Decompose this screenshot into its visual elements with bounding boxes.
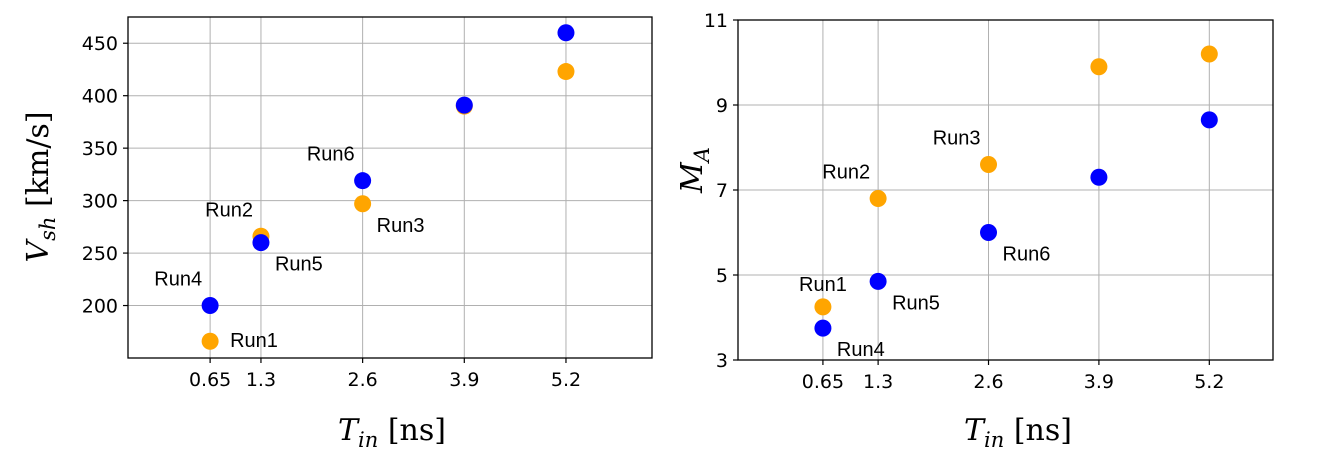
y-tick-label: 400 [82, 86, 118, 108]
y-tick-label: 200 [82, 296, 118, 318]
point-annotation: Run2 [205, 199, 253, 221]
point-annotation: Run6 [1003, 244, 1051, 266]
point-annotation: Run4 [154, 269, 202, 291]
x-tick-label: 2.6 [348, 369, 378, 391]
y-tick-label: 3 [716, 350, 728, 372]
point-annotation: Run5 [275, 254, 323, 276]
x-axis-label-subscript: in [984, 428, 1004, 452]
y-tick-label: 250 [82, 243, 118, 265]
point-annotation: Run6 [307, 144, 355, 166]
data-point [980, 224, 998, 241]
y-tick-label: 7 [716, 180, 728, 202]
plot-frame [127, 16, 653, 359]
data-point [252, 234, 270, 252]
point-annotation: Run4 [837, 339, 885, 361]
x-tick-label: 1.3 [246, 369, 276, 391]
x-axis-label-unit: [ns] [1004, 413, 1072, 448]
x-tick-label: 5.2 [1194, 371, 1224, 393]
y-tick-label: 5 [716, 265, 728, 287]
x-axis-label-symbol: T [964, 413, 986, 448]
x-axis-label: Tin [ns] [338, 413, 446, 452]
y-tick-label: 350 [82, 138, 118, 160]
x-tick-label: 0.65 [802, 371, 844, 393]
x-tick-label: 2.6 [973, 371, 1003, 393]
data-point [1200, 111, 1218, 129]
y-tick-label: 11 [704, 10, 728, 32]
data-point [455, 96, 473, 114]
data-point [1090, 58, 1108, 76]
y-axis-label-subscript: A [690, 147, 714, 164]
y-axis-label-symbol: M [675, 161, 710, 194]
y-axis-label: Vsh [km/s] [21, 111, 60, 262]
y-axis-label-unit: [km/s] [21, 111, 56, 216]
y-tick-label: 300 [82, 191, 118, 213]
data-point [201, 332, 219, 350]
x-axis-label-unit: [ns] [378, 413, 446, 448]
x-axis-label: Tin [ns] [964, 413, 1072, 452]
y-tick-label: 9 [716, 95, 728, 117]
data-point [1200, 45, 1218, 63]
x-tick-label: 3.9 [1084, 371, 1114, 393]
x-tick-label: 5.2 [551, 369, 581, 391]
data-point [814, 319, 832, 337]
data-point [354, 195, 372, 213]
chart-alfven-mach: 0.65 1.3 2.6 3.9 5.2 3 5 7 9 11 Run1 Run2 Run3 Run4 Ru… [675, 10, 1274, 452]
data-point [354, 172, 372, 190]
data-point [869, 190, 887, 207]
y-axis-label-subscript: sh [36, 217, 60, 241]
point-annotation: Run5 [892, 292, 940, 314]
y-axis-label-symbol: V [21, 238, 56, 263]
point-annotation: Run3 [933, 128, 981, 150]
point-annotation: Run2 [822, 162, 870, 184]
data-point [814, 298, 832, 316]
x-tick-label: 1.3 [863, 371, 893, 393]
data-point [557, 63, 575, 81]
y-tick-label: 450 [82, 33, 118, 55]
data-point [980, 156, 998, 173]
data-point [869, 272, 887, 290]
x-axis-label-subscript: in [358, 428, 378, 452]
data-point [1090, 168, 1108, 186]
y-axis-label: MA [675, 147, 714, 194]
point-annotation: Run1 [799, 274, 847, 296]
data-point [201, 297, 219, 315]
point-annotation: Run1 [230, 330, 278, 352]
point-annotation: Run3 [377, 215, 425, 237]
chart-shock-velocity: 0.65 1.3 2.6 3.9 5.2 200 250 300 350 400 450 Run1 Ru… [21, 16, 653, 452]
x-tick-label: 3.9 [449, 369, 479, 391]
x-tick-label: 0.65 [189, 369, 231, 391]
data-point [557, 24, 575, 42]
x-axis-label-symbol: T [338, 413, 360, 448]
